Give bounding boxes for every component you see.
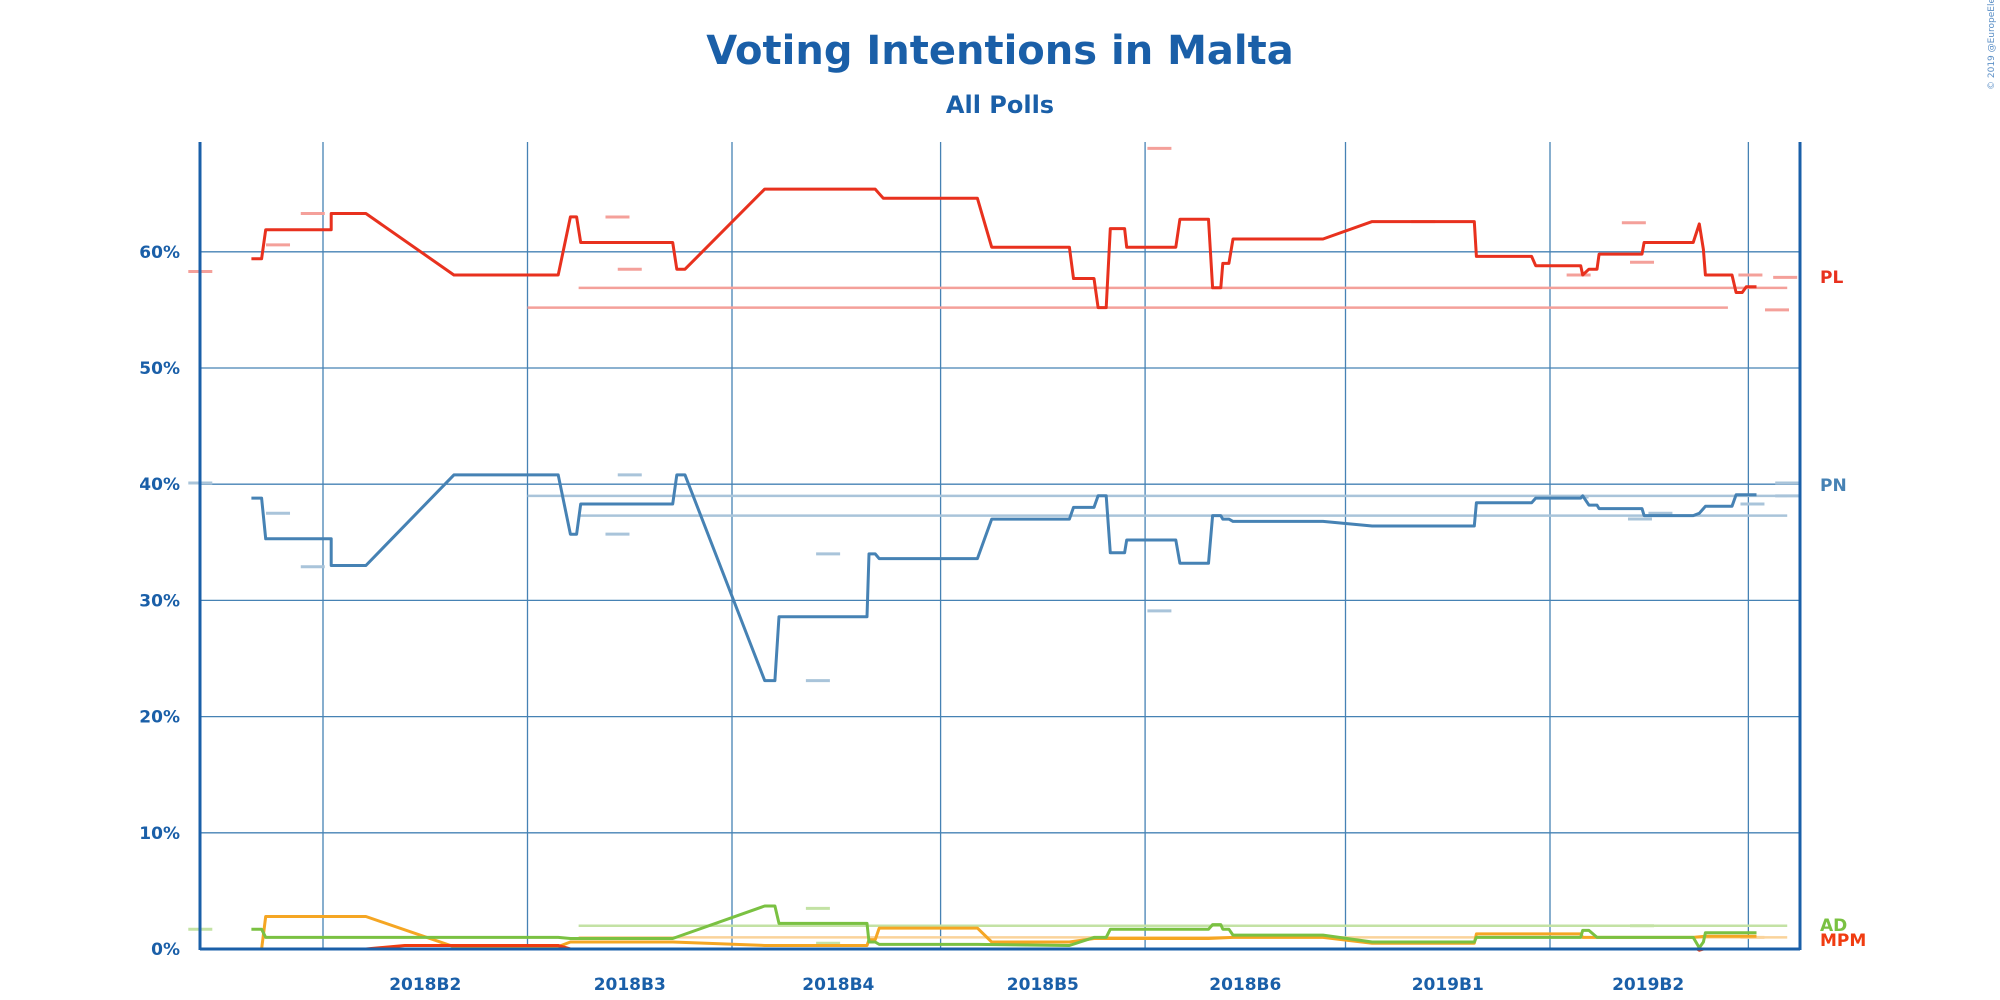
x-tick-labels: 2018B2 2018B3 2018B4 2018B5 2018B6 2019B1 2019… (389, 975, 1684, 995)
x-tick-label: 2018B6 (1209, 975, 1281, 995)
x-tick-label: 2018B2 (389, 975, 461, 995)
x-tick-label: 2018B4 (802, 975, 874, 995)
chart-subtitle: All Polls (946, 91, 1054, 119)
y-tick-label: 10% (139, 824, 180, 844)
x-tick-label: 2018B5 (1007, 975, 1079, 995)
axes (198, 142, 1802, 951)
party-label-pn: PN (1820, 476, 1847, 496)
series-line-pl (251, 187, 1757, 310)
y-tick-label: 40% (139, 475, 180, 495)
average-lines (527, 286, 1788, 939)
x-tick-label: 2019B2 (1612, 975, 1684, 995)
party-label-mpm: MPM (1820, 931, 1866, 951)
party-label-ad: AD (1820, 916, 1847, 936)
y-tick-label: 0% (151, 940, 180, 960)
y-tick-label: 50% (139, 359, 180, 379)
copyright-notice: © 2019 @EuropeElects (1987, 0, 1997, 90)
y-tick-label: 20% (139, 708, 180, 728)
party-label-pl: PL (1820, 268, 1843, 288)
series-line-ad (251, 904, 1757, 950)
series-lines (251, 187, 1757, 952)
poll-dashes (188, 146, 1800, 945)
x-tick-label: 2019B1 (1412, 975, 1484, 995)
grid (200, 142, 1800, 949)
y-tick-label: 30% (139, 591, 180, 611)
series-line-pn (251, 473, 1757, 683)
y-tick-labels: 0% 10% 20% 30% 40% 50% 60% (139, 243, 180, 960)
x-tick-label: 2018B3 (594, 975, 666, 995)
chart-title: Voting Intentions in Malta (706, 28, 1293, 74)
y-tick-label: 60% (139, 243, 180, 263)
